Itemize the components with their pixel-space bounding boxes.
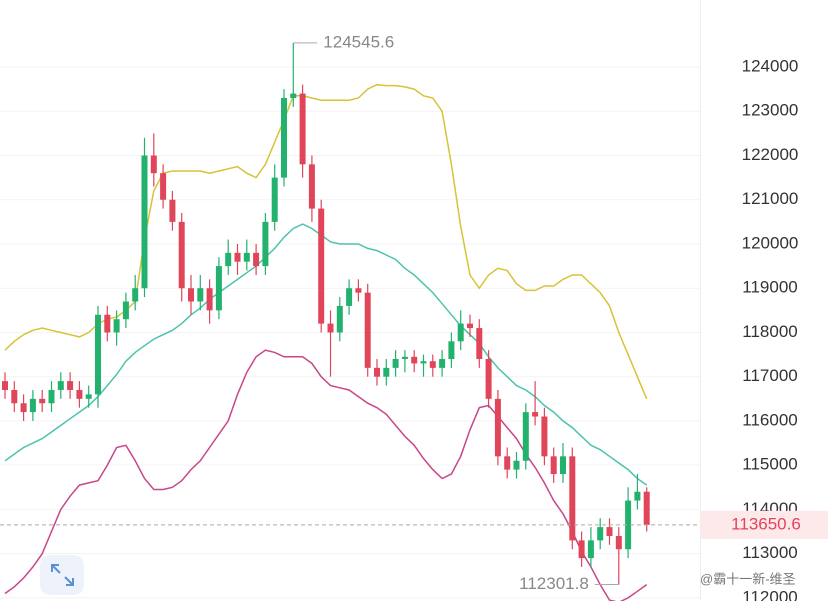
candle-body xyxy=(336,305,343,333)
candle-body xyxy=(299,93,306,165)
candle-body xyxy=(243,252,250,262)
candle-body xyxy=(11,389,18,404)
candle-body xyxy=(150,155,157,174)
y-tick-label: 115000 xyxy=(742,455,797,474)
candle-body xyxy=(587,540,594,559)
candle-body xyxy=(132,288,139,302)
high-label: 124545.6 xyxy=(323,32,394,51)
band-line xyxy=(4,83,648,400)
candle-body xyxy=(188,288,194,302)
candle-body xyxy=(420,361,427,364)
candle-body xyxy=(67,381,74,390)
candle-body xyxy=(178,221,185,289)
candle-body xyxy=(392,359,399,368)
candle-body xyxy=(513,460,520,470)
candle-body xyxy=(308,164,315,209)
expand-icon xyxy=(51,564,74,586)
candle-body xyxy=(48,389,55,404)
candle-body xyxy=(569,456,576,541)
candle-body xyxy=(448,341,455,360)
candle-body xyxy=(169,199,176,222)
candle-body xyxy=(355,288,362,293)
candle-body xyxy=(383,367,390,377)
candle-body xyxy=(95,314,101,395)
band-line xyxy=(4,223,648,486)
price-axis-bg xyxy=(700,0,828,601)
candle-body xyxy=(634,491,641,501)
candle-body xyxy=(597,527,604,541)
candle-body xyxy=(429,361,436,368)
candle-body xyxy=(522,412,529,461)
candle-body xyxy=(485,359,492,399)
candle-body xyxy=(29,398,36,413)
candle-body xyxy=(57,381,64,390)
y-tick-label: 113000 xyxy=(742,543,797,562)
candle-body xyxy=(253,252,260,267)
candle-body xyxy=(122,301,129,320)
candle-body xyxy=(364,292,371,368)
y-tick-label: 117000 xyxy=(742,366,797,385)
candle-body xyxy=(560,456,566,475)
candle-body xyxy=(76,389,83,399)
candle-body xyxy=(262,221,269,267)
candle-body xyxy=(615,535,622,550)
candle-body xyxy=(532,412,539,417)
candle-body xyxy=(215,266,222,311)
candle-body xyxy=(318,208,325,324)
candle-body xyxy=(625,500,632,550)
candle-body xyxy=(2,381,8,390)
last-price-label: 113650.6 xyxy=(731,514,801,533)
last-price-box xyxy=(701,510,828,539)
candle-body xyxy=(206,288,213,311)
candle-body xyxy=(643,491,650,525)
candle-body xyxy=(160,173,167,200)
candle-body xyxy=(550,456,557,475)
candle-body xyxy=(197,288,204,302)
candle-body xyxy=(401,356,408,360)
candle-body xyxy=(504,456,511,470)
candle-body xyxy=(494,398,501,457)
candle-body xyxy=(290,93,297,98)
candle-body xyxy=(541,416,548,457)
candle-body xyxy=(374,367,380,377)
candle-body xyxy=(578,540,585,559)
candle-body xyxy=(411,356,418,364)
candle-body xyxy=(457,323,464,342)
candle-body xyxy=(606,527,613,536)
candle-body xyxy=(327,323,334,333)
band-line xyxy=(4,349,648,601)
candle-body xyxy=(85,394,92,399)
candle-body xyxy=(271,177,278,222)
candle-body xyxy=(104,314,111,333)
candle-body xyxy=(39,398,46,404)
candle-body xyxy=(225,252,232,267)
candle-body xyxy=(20,403,27,413)
y-tick-label: 124000 xyxy=(742,57,799,76)
y-tick-label: 112000 xyxy=(742,587,797,601)
y-tick-label: 121000 xyxy=(742,189,799,208)
expand-button[interactable] xyxy=(40,555,84,595)
y-tick-label: 116000 xyxy=(742,410,797,429)
candle-body xyxy=(281,97,287,178)
candle-body xyxy=(476,328,483,360)
candle-body xyxy=(113,319,120,333)
expand-bg xyxy=(40,555,84,595)
y-tick-label: 122000 xyxy=(742,145,799,164)
candle-body xyxy=(439,359,446,368)
y-tick-label: 123000 xyxy=(742,101,799,120)
y-tick-label: 118000 xyxy=(742,322,797,341)
candle-body xyxy=(346,288,353,306)
y-tick-label: 119000 xyxy=(742,278,797,297)
y-tick-label: 120000 xyxy=(742,233,799,252)
candle-body xyxy=(467,323,473,329)
low-label: 112301.8 xyxy=(519,574,589,593)
watermark: @霸十一新-维圣 xyxy=(700,571,796,586)
candle-body xyxy=(141,155,148,289)
candle-body xyxy=(234,252,241,262)
